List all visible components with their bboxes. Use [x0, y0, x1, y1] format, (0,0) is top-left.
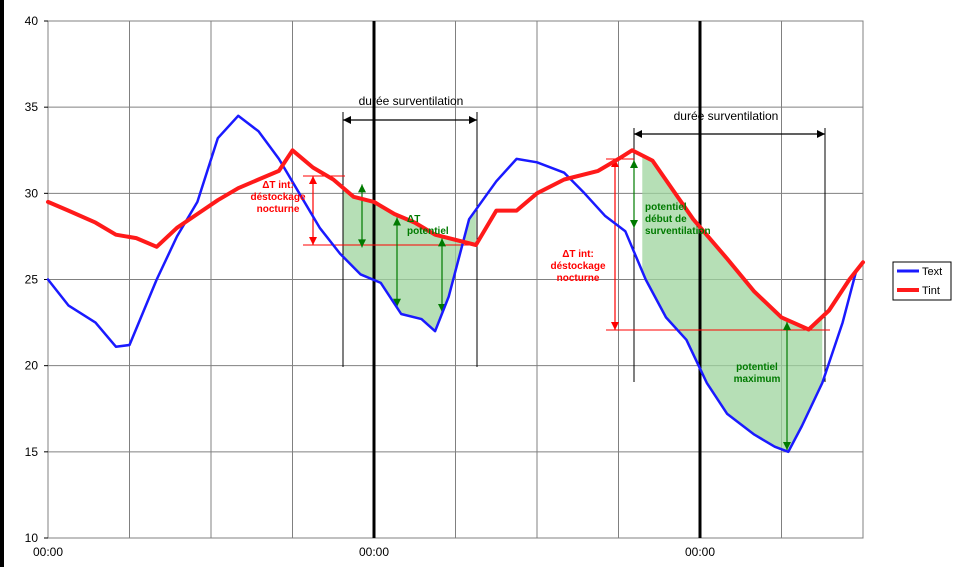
- shade-area-1: [343, 188, 476, 332]
- duree-arrow-1-head-left: [343, 116, 351, 124]
- y-tick-label: 15: [25, 445, 39, 459]
- dt-label-2-line1: ΔT int:: [562, 249, 594, 260]
- x-tick-label: 00:00: [685, 545, 715, 559]
- duree-arrow-1-head-right: [469, 116, 477, 124]
- pot-arrow-d-head-bottom: [630, 220, 638, 228]
- dt-label-1-line2: déstockage: [250, 192, 305, 203]
- x-tick-label: 00:00: [33, 545, 63, 559]
- pot-arrow-b-head-bottom: [393, 298, 401, 307]
- y-tick-label: 25: [25, 273, 39, 287]
- shaded-regions: [343, 155, 823, 452]
- dt-label-2-line2: déstockage: [550, 261, 605, 272]
- pot-label-1-line2: potentiel: [407, 226, 449, 237]
- x-tick-label: 00:00: [359, 545, 389, 559]
- dt-label-1-line3: nocturne: [257, 204, 300, 215]
- dt1-arrow-head-top: [309, 176, 317, 184]
- dt-label-1-line1: ΔT int:: [262, 180, 294, 191]
- duree-label-2: durée surventilation: [674, 109, 779, 123]
- dt-label-2-line3: nocturne: [557, 273, 600, 284]
- pot-label-3-line1: potentiel: [736, 362, 778, 373]
- pot-label-2-line1: potentiel: [645, 202, 687, 213]
- y-tick-label: 10: [25, 531, 39, 545]
- data-series: [46, 114, 865, 454]
- pot-label-2-line2: début de: [645, 214, 687, 225]
- duree-arrow-2-head-right: [817, 130, 825, 138]
- pot-arrow-b-head-top: [393, 217, 401, 226]
- y-tick-label: 20: [25, 359, 39, 373]
- y-axis-ticks: 10 15 20 25 30 35 40: [25, 14, 48, 545]
- shade-area-2: [642, 155, 823, 452]
- duree-arrow-2-head-left: [634, 130, 642, 138]
- y-tick-label: 35: [25, 100, 39, 114]
- y-tick-label: 30: [25, 186, 39, 200]
- pot-arrow-e-head-bottom: [783, 442, 791, 450]
- duree-label-1: durée surventilation: [359, 94, 464, 108]
- pot-label-3-line2: maximum: [734, 374, 781, 385]
- legend: Text Tint: [892, 261, 952, 301]
- legend-label-tint: Tint: [922, 285, 940, 297]
- dt1-arrow-head-bottom: [309, 237, 317, 245]
- x-axis-ticks: 00:00 00:00 00:00: [33, 545, 715, 559]
- pot-arrow-c-head-top: [438, 238, 446, 247]
- legend-box: [892, 261, 952, 301]
- y-tick-label: 40: [25, 14, 39, 28]
- series-line-text: [46, 114, 858, 454]
- chart-frame-left-border: [0, 0, 4, 567]
- series-line-tint: [46, 148, 865, 332]
- pot-label-2-line3: surventilation: [645, 226, 711, 237]
- pot-arrow-a-head-bottom: [358, 239, 366, 248]
- pot-arrow-e-head-top: [783, 322, 791, 330]
- annotation-labels: durée surventilation durée surventilatio…: [250, 94, 780, 385]
- legend-label-text: Text: [922, 266, 942, 278]
- pot-arrow-a-head-top: [358, 184, 366, 193]
- pot-arrow-d-head-top: [630, 160, 638, 168]
- dt2-arrow-head-bottom: [611, 322, 619, 330]
- pot-label-1-line1: ΔT: [407, 214, 420, 225]
